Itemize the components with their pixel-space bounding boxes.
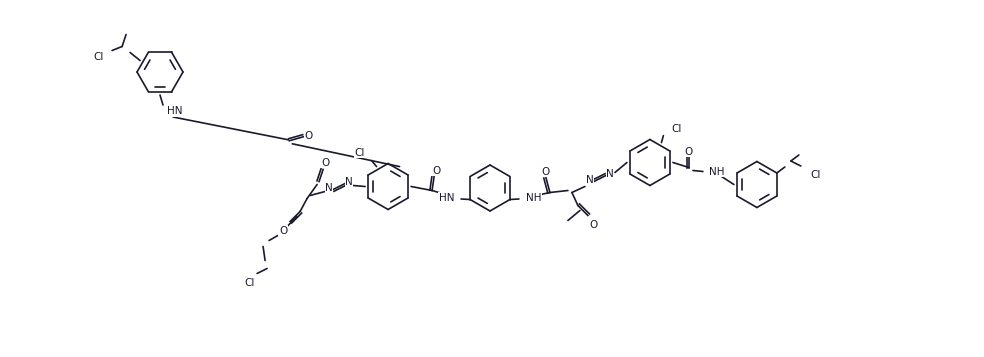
Text: Cl: Cl: [92, 51, 103, 61]
Text: Cl: Cl: [811, 170, 822, 180]
Text: HN: HN: [439, 192, 454, 202]
Text: N: N: [345, 176, 353, 186]
Text: Cl: Cl: [244, 277, 254, 287]
Text: HN: HN: [167, 106, 182, 116]
Text: Cl: Cl: [671, 124, 682, 134]
Text: Cl: Cl: [354, 147, 365, 157]
Text: O: O: [542, 166, 550, 176]
Text: O: O: [432, 166, 440, 176]
Text: O: O: [589, 220, 598, 230]
Text: O: O: [304, 131, 312, 141]
Text: N: N: [325, 182, 333, 192]
Text: O: O: [321, 157, 330, 167]
Text: NH: NH: [525, 192, 541, 202]
Text: O: O: [685, 146, 693, 156]
Text: O: O: [278, 226, 287, 236]
Text: N: N: [606, 169, 614, 178]
Text: NH: NH: [708, 166, 724, 176]
Text: N: N: [586, 175, 593, 185]
